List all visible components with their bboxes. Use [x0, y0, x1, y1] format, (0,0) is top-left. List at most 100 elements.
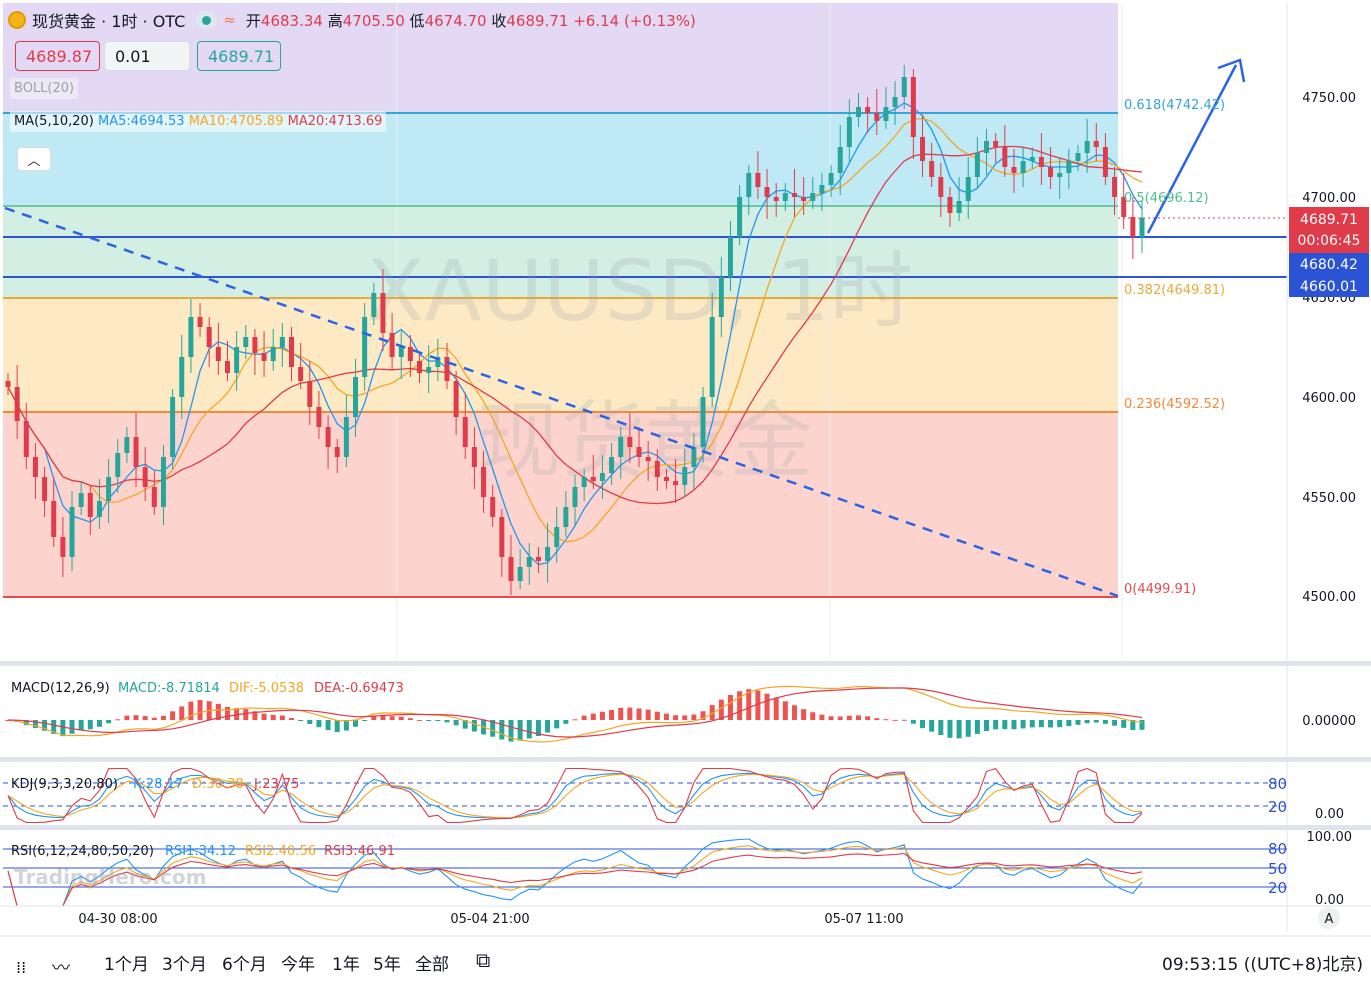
ma-indicator-legend[interactable]: MA(5,10,20) MA5:4694.53 MA10:4705.89 MA2…: [10, 111, 387, 132]
pane-separator[interactable]: [0, 825, 1371, 830]
chevron-up-icon: ︿: [27, 153, 41, 169]
candle-body: [325, 427, 331, 447]
projection-arrow-line[interactable]: [1146, 64, 1238, 234]
macd-histogram-bar: [215, 703, 221, 720]
low-label: 低: [409, 11, 425, 30]
candle-body: [609, 457, 615, 473]
macd-histogram-bar: [1029, 720, 1035, 728]
macd-histogram-bar: [444, 720, 450, 723]
compare-icon[interactable]: ⧉: [476, 948, 491, 972]
candle-body: [1112, 177, 1118, 197]
range-1y[interactable]: 1年: [332, 955, 360, 975]
rsi-1: RSI1:34.12: [165, 844, 236, 859]
macd-histogram-bar: [96, 720, 102, 727]
candle-body: [188, 317, 194, 357]
wave-icon: ≈: [223, 11, 236, 29]
candle-body: [700, 397, 706, 447]
high-label: 高: [327, 11, 343, 30]
macd-histogram-bar: [554, 720, 560, 729]
range-6m[interactable]: 6个月: [222, 955, 267, 975]
symbol-header: 现货黄金 · 1时 · OTC ≈ 开4683.34 高4705.50 低467…: [8, 6, 696, 34]
candle-body: [115, 453, 121, 477]
candle-body: [1093, 141, 1099, 147]
bottom-toolbar: ⁞⁞ 〰 1个月 3个月 6个月 今年 1年 5年 全部 ⧉ 09:53:15 …: [0, 942, 1371, 981]
candle-body: [691, 447, 697, 467]
gold-coin-icon: [8, 11, 26, 29]
candle-body: [453, 381, 459, 417]
macd-histogram-bar: [343, 720, 349, 731]
candle-body: [1066, 161, 1072, 173]
macd-histogram-bar: [69, 720, 75, 734]
macd-histogram-bar: [1020, 720, 1026, 729]
macd-histogram-bar: [718, 699, 724, 720]
candle-body: [206, 327, 212, 347]
macd-histogram-bar: [819, 714, 825, 720]
macd-histogram-bar: [645, 709, 651, 720]
macd-histogram-bar: [151, 717, 157, 720]
quantity-input[interactable]: 0.01: [104, 41, 190, 71]
candle-body: [791, 193, 797, 197]
macd-histogram-bar: [78, 720, 84, 731]
range-all[interactable]: 全部: [415, 955, 449, 975]
candle-body: [380, 293, 386, 333]
macd-histogram-bar: [609, 709, 615, 720]
candle-body: [947, 197, 953, 213]
toolbar-grid-icon[interactable]: ⁞⁞: [16, 958, 27, 977]
candle-body: [298, 367, 304, 381]
macd-histogram-bar: [1048, 720, 1054, 728]
fib-label-0: 0(4499.91): [1124, 582, 1196, 597]
candle-body: [252, 337, 258, 353]
ma10-line: [7, 117, 1143, 543]
price-tick: 4500.00: [1302, 590, 1356, 605]
candle-body: [1020, 161, 1026, 173]
macd-histogram-bar: [892, 719, 898, 721]
candle-body: [5, 381, 11, 387]
sell-button[interactable]: 4689.87: [15, 41, 100, 71]
auto-scale-button[interactable]: [1318, 907, 1340, 929]
buy-button[interactable]: 4689.71: [197, 41, 281, 71]
candle-body: [581, 477, 587, 487]
boll-indicator-label[interactable]: BOLL(20): [10, 78, 79, 99]
candle-body: [1075, 153, 1081, 161]
candle-body: [901, 77, 907, 97]
fib-zone-05: [3, 206, 1118, 298]
ma5-value: MA5:4694.53: [98, 114, 185, 129]
macd-histogram-bar: [160, 715, 166, 720]
macd-histogram-bar: [453, 720, 459, 726]
range-5y[interactable]: 5年: [373, 955, 401, 975]
market-open-icon: [195, 11, 218, 29]
macd-histogram-bar: [636, 708, 642, 720]
candle-body: [1002, 147, 1008, 167]
toolbar-draw-icon[interactable]: 〰: [52, 958, 70, 979]
range-3m[interactable]: 3个月: [162, 955, 207, 975]
range-1m[interactable]: 1个月: [104, 955, 149, 975]
macd-histogram-bar: [874, 718, 880, 720]
symbol-title[interactable]: 现货黄金 · 1时 · OTC: [32, 12, 186, 31]
rsi-20-label: 20: [1268, 879, 1287, 897]
fib-label-0382: 0.382(4649.81): [1124, 283, 1225, 298]
macd-label: MACD(12,26,9): [11, 681, 110, 696]
macd-histogram-bar: [673, 715, 679, 720]
candle-body: [938, 177, 944, 197]
kdj-k-line: [7, 772, 1143, 819]
candle-body: [1038, 157, 1044, 167]
open-value: 4683.34: [260, 11, 323, 30]
range-ytd[interactable]: 今年: [281, 955, 315, 975]
clock-readout[interactable]: 09:53:15 ((UTC+8)北京): [1162, 955, 1364, 975]
pane-separator[interactable]: [0, 661, 1371, 666]
macd-histogram-bar: [974, 720, 980, 734]
macd-dea: DEA:-0.69473: [314, 681, 404, 696]
macd-histogram-bar: [654, 711, 660, 720]
pane-separator[interactable]: [0, 757, 1371, 762]
macd-histogram-bar: [801, 709, 807, 720]
macd-histogram-bar: [471, 720, 477, 732]
candle-body: [499, 517, 505, 557]
macd-histogram-bar: [663, 713, 669, 720]
macd-histogram-bar: [87, 720, 93, 730]
collapse-legend-button[interactable]: ︿: [17, 147, 51, 171]
macd-histogram-bar: [1084, 720, 1090, 724]
candle-body: [984, 141, 990, 153]
candle-body: [782, 193, 788, 201]
candle-body: [846, 117, 852, 147]
